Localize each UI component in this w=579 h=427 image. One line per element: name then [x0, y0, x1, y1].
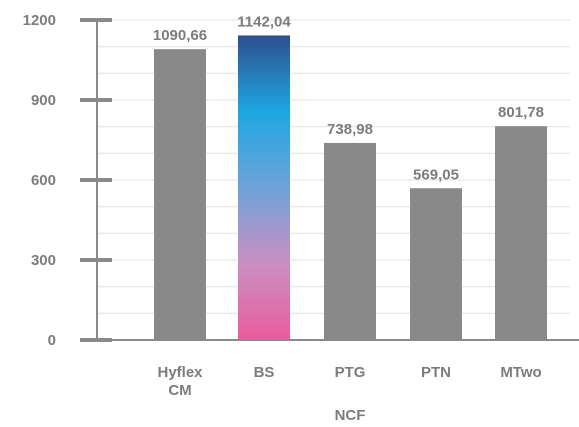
y-tick-label: 600: [31, 172, 56, 189]
bar: [324, 142, 376, 340]
y-tick-label: 300: [31, 252, 56, 269]
data-label: 569,05: [413, 166, 459, 183]
x-axis-title: NCF: [335, 407, 366, 424]
category-label-line: Hyflex: [157, 364, 203, 381]
category-label-line: PTG: [335, 364, 366, 381]
data-label: 1090,66: [153, 27, 207, 44]
category-label-line: MTwo: [500, 364, 541, 381]
y-tick-label: 1200: [23, 12, 56, 29]
data-label: 801,78: [498, 104, 544, 121]
labels: 0 300 600 900 1200 1090,66 Hyflex CM 1142,04 BS 73…: [23, 12, 544, 399]
category-label: PTG: [335, 364, 366, 381]
bar: [238, 35, 290, 341]
category-label-line: CM: [168, 382, 191, 399]
category-label: Hyflex CM: [157, 364, 203, 399]
category-label: MTwo: [500, 364, 541, 381]
bar: [410, 188, 462, 340]
category-label-line: BS: [254, 364, 275, 381]
bars: [154, 35, 547, 341]
category-label: BS: [254, 364, 275, 381]
data-label: 738,98: [327, 121, 373, 138]
data-label: 1142,04: [237, 13, 291, 30]
y-tick-label: 0: [48, 332, 56, 349]
category-label: PTN: [421, 364, 451, 381]
category-label-line: PTN: [421, 364, 451, 381]
bar: [154, 49, 206, 340]
y-tick-label: 900: [31, 92, 56, 109]
bar: [495, 126, 547, 340]
